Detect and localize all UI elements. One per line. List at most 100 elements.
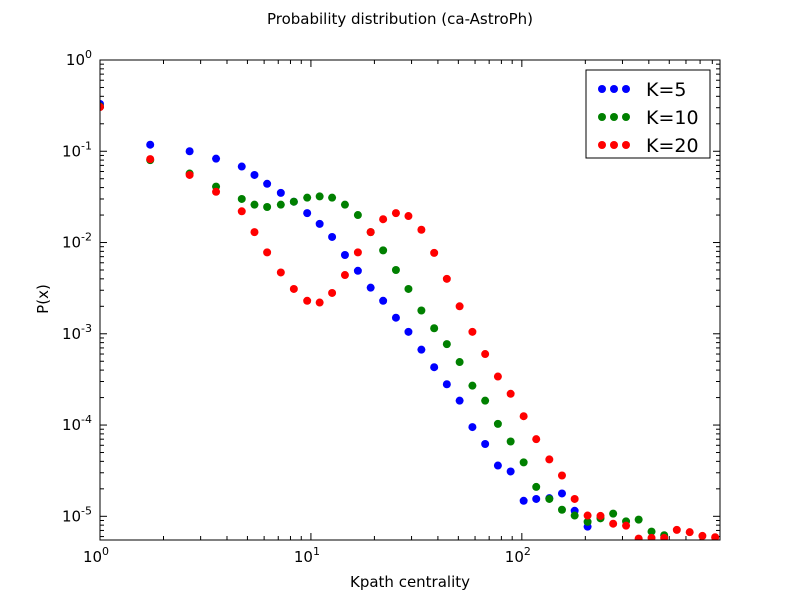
legend-marker	[622, 113, 630, 121]
legend-marker	[598, 141, 606, 149]
data-point-k20	[455, 302, 464, 311]
data-point-k20	[146, 155, 155, 164]
data-point-k20	[303, 296, 312, 305]
data-point-k20	[404, 212, 413, 221]
data-point-k10	[353, 211, 362, 220]
data-point-k10	[391, 265, 400, 274]
data-point-k5	[519, 496, 528, 505]
data-point-k20	[583, 511, 592, 520]
y-tick-label: 10-1	[62, 139, 92, 160]
x-tick-label: 101	[294, 545, 320, 566]
data-point-k20	[263, 248, 272, 257]
legend: K=5 K=10 K=20	[585, 69, 711, 159]
data-point-k10	[609, 509, 618, 518]
data-point-k10	[545, 494, 554, 503]
data-point-k5	[353, 266, 362, 275]
data-point-k20	[442, 274, 451, 283]
data-point-k20	[685, 528, 694, 537]
data-point-k20	[379, 215, 388, 224]
legend-marker	[622, 141, 630, 149]
data-point-k10	[493, 419, 502, 428]
legend-marker	[610, 113, 618, 121]
data-point-k10	[315, 192, 324, 201]
data-point-k20	[212, 187, 221, 196]
data-point-k10	[289, 197, 298, 206]
data-point-k5	[506, 467, 515, 476]
data-point-k20	[545, 455, 554, 464]
legend-marker	[622, 85, 630, 93]
legend-box	[585, 69, 711, 159]
data-point-k20	[481, 350, 490, 359]
data-point-k20	[391, 209, 400, 218]
data-point-k5	[532, 494, 541, 503]
data-point-k20	[315, 298, 324, 307]
data-point-k20	[634, 534, 643, 540]
data-point-k10	[237, 194, 246, 203]
data-point-k5	[185, 147, 194, 156]
data-point-k5	[468, 423, 477, 432]
data-point-k10	[328, 193, 337, 202]
x-tick-label: 100	[83, 545, 109, 566]
legend-marker	[598, 85, 606, 93]
data-point-k20	[276, 268, 285, 277]
data-point-k20	[328, 288, 337, 297]
data-point-k5	[417, 345, 426, 354]
data-point-k5	[391, 313, 400, 322]
data-point-k20	[557, 471, 566, 480]
data-point-k10	[570, 511, 579, 520]
y-tick-label: 10-4	[62, 413, 92, 434]
data-point-k10	[647, 527, 656, 536]
data-point-k20	[532, 435, 541, 444]
legend-marker	[610, 85, 618, 93]
data-point-k10	[532, 482, 541, 491]
data-point-k5	[481, 439, 490, 448]
data-point-k5	[340, 251, 349, 259]
data-point-k20	[493, 372, 502, 381]
y-axis-label: P(x)	[34, 284, 52, 314]
data-point-k5	[303, 209, 312, 218]
data-point-k5	[237, 162, 246, 171]
data-point-k20	[430, 248, 439, 257]
data-point-k10	[557, 505, 566, 514]
data-point-k5	[379, 296, 388, 305]
data-point-k10	[417, 306, 426, 315]
data-point-k20	[698, 531, 707, 540]
data-point-k10	[250, 200, 259, 209]
axis-ticks: 100 101 102 100 10-1 10-2 10-3 10-4 10-5	[62, 48, 720, 566]
data-point-k20	[468, 327, 477, 336]
data-point-k5	[404, 327, 413, 336]
data-point-k20	[596, 511, 605, 520]
data-points	[100, 99, 720, 540]
legend-marker	[598, 113, 606, 121]
data-point-k20	[506, 389, 515, 398]
data-point-k20	[289, 284, 298, 293]
data-point-k10	[379, 246, 388, 255]
data-point-k10	[583, 517, 592, 526]
data-point-k20	[353, 248, 362, 257]
data-point-k5	[328, 232, 337, 241]
y-tick-label: 10-5	[62, 504, 92, 525]
data-point-k20	[237, 207, 246, 216]
data-point-k20	[185, 170, 194, 179]
data-point-k10	[430, 324, 439, 333]
data-point-k20	[340, 271, 349, 280]
data-point-k5	[146, 140, 155, 149]
data-point-k20	[417, 225, 426, 234]
data-point-k10	[455, 358, 464, 367]
x-axis-label: Kpath centrality	[350, 573, 470, 591]
legend-marker	[610, 141, 618, 149]
data-point-k20	[519, 412, 528, 421]
data-point-k20	[660, 533, 669, 540]
legend-label: K=10	[646, 107, 699, 129]
data-point-k5	[493, 461, 502, 470]
data-point-k20	[570, 494, 579, 503]
data-point-k10	[276, 200, 285, 209]
data-point-k5	[455, 396, 464, 405]
chart-title: Probability distribution (ca-AstroPh)	[267, 10, 533, 28]
data-point-k20	[609, 519, 618, 528]
y-tick-label: 10-2	[62, 231, 92, 252]
data-point-k5	[442, 380, 451, 389]
legend-label: K=20	[646, 135, 699, 157]
data-point-k10	[303, 193, 312, 202]
